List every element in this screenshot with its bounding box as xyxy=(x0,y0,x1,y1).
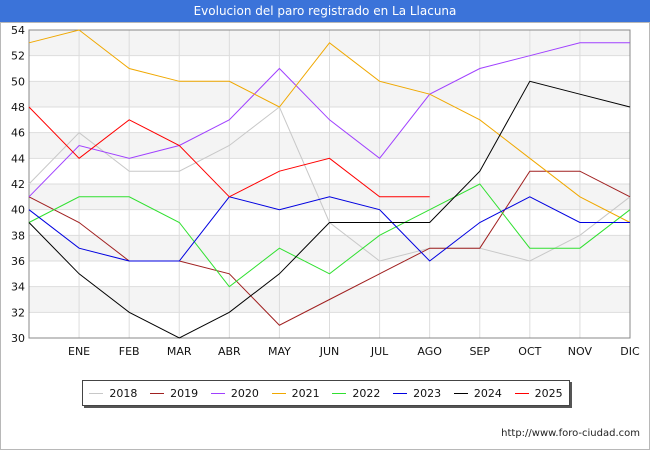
legend-label: 2021 xyxy=(291,386,320,400)
legend-item-2022: 2022 xyxy=(332,387,380,400)
legend-label: 2025 xyxy=(534,386,563,400)
series-line-2025 xyxy=(28,106,430,198)
legend-label: 2022 xyxy=(352,386,381,400)
legend-label: 2020 xyxy=(230,386,259,400)
x-tick-label: AGO xyxy=(417,345,442,358)
x-tick-label: NOV xyxy=(568,345,593,358)
x-tick-label: MAR xyxy=(167,345,192,358)
x-tick-label: SEP xyxy=(469,345,490,358)
legend-swatch xyxy=(393,392,408,394)
footer-url: http://www.foro-ciudad.com xyxy=(501,428,640,439)
series-line-2021 xyxy=(28,29,631,223)
legend-swatch xyxy=(89,392,104,394)
x-tick-label: FEB xyxy=(119,345,140,358)
legend-swatch xyxy=(332,392,347,394)
y-tick-label: 32 xyxy=(11,306,25,319)
legend-item-2018: 2018 xyxy=(89,387,137,400)
legend-label: 2023 xyxy=(413,386,442,400)
y-tick-label: 52 xyxy=(11,50,25,63)
x-tick-label: MAY xyxy=(268,345,291,358)
y-tick-label: 40 xyxy=(11,204,25,217)
y-tick-label: 42 xyxy=(11,178,25,191)
y-tick-label: 48 xyxy=(11,101,25,114)
y-tick-label: 44 xyxy=(11,152,25,165)
x-tick-label: ENE xyxy=(68,345,90,358)
chart-legend: 2018 2019 2020 2021 2022 2023 2024 2025 xyxy=(82,380,570,406)
legend-item-2025: 2025 xyxy=(514,386,563,400)
series-line-2023 xyxy=(28,196,630,262)
x-tick-label: OCT xyxy=(518,345,541,358)
legend-swatch xyxy=(210,392,225,394)
legend-item-2020: 2020 xyxy=(210,386,259,400)
legend-swatch xyxy=(271,392,286,394)
y-tick-label: 34 xyxy=(11,281,25,294)
legend-label: 2018 xyxy=(109,386,138,400)
x-tick-label: DIC xyxy=(620,345,640,358)
legend-item-2024: 2024 xyxy=(453,386,502,400)
y-tick-label: 46 xyxy=(11,127,25,140)
legend-item-2019: 2019 xyxy=(150,387,198,400)
legend-swatch xyxy=(514,392,529,394)
x-tick-label: JUN xyxy=(319,345,340,358)
y-tick-label: 50 xyxy=(11,75,25,88)
series-line-2020 xyxy=(28,42,630,198)
y-tick-label: 54 xyxy=(11,24,25,37)
y-tick-label: 30 xyxy=(11,332,25,345)
x-tick-label: JUL xyxy=(370,345,389,358)
y-tick-label: 38 xyxy=(11,229,25,242)
y-tick-label: 36 xyxy=(11,255,25,268)
legend-swatch xyxy=(453,392,468,394)
chart-title: Evolucion del paro registrado en La Llac… xyxy=(0,0,650,22)
legend-item-2023: 2023 xyxy=(393,387,441,400)
series-line-2024 xyxy=(28,80,631,339)
legend-label: 2024 xyxy=(473,386,502,400)
series-line-2022 xyxy=(28,183,631,288)
legend-label: 2019 xyxy=(170,386,199,400)
legend-swatch xyxy=(150,392,165,394)
x-tick-label: ABR xyxy=(218,345,241,358)
legend-item-2021: 2021 xyxy=(271,386,320,400)
